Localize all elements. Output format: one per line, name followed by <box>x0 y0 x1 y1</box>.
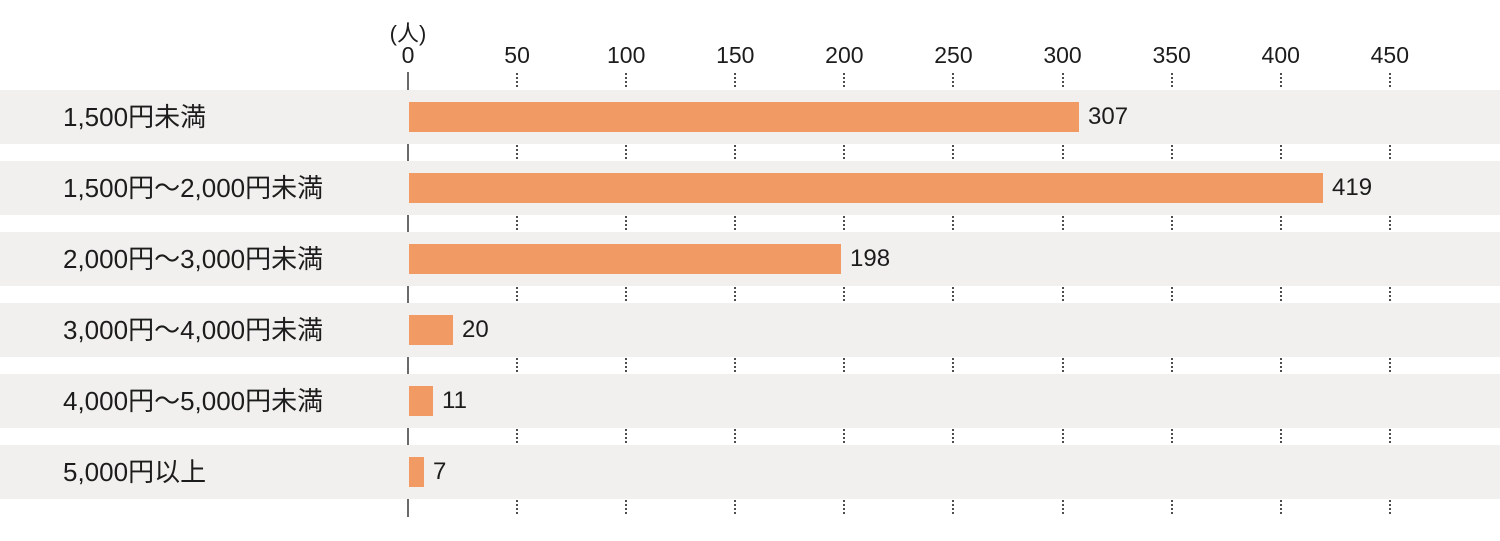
dotted-gridline-tick <box>516 216 519 231</box>
y-axis-line <box>407 72 409 517</box>
dotted-gridline-tick <box>1279 287 1282 302</box>
x-axis-tick-label: 100 <box>606 42 646 68</box>
x-axis-tick-label: 250 <box>934 42 973 68</box>
bar <box>409 315 453 345</box>
dotted-gridline-tick <box>1279 358 1282 373</box>
category-label: 4,000円〜5,000円未満 <box>63 386 324 416</box>
dotted-gridline-tick <box>843 500 846 515</box>
bar-value-label: 7 <box>433 458 447 485</box>
category-label: 3,000円〜4,000円未満 <box>63 315 324 345</box>
dotted-gridline-tick <box>1388 287 1391 302</box>
dotted-gridline-tick <box>516 73 519 88</box>
dotted-gridline-tick <box>952 145 955 160</box>
dotted-gridline-tick <box>1061 287 1064 302</box>
dotted-gridline-tick <box>1061 500 1064 515</box>
dotted-gridline-tick <box>1061 145 1064 160</box>
dotted-gridline-tick <box>516 500 519 515</box>
dotted-gridline-tick <box>516 145 519 160</box>
dotted-gridline-tick <box>1170 216 1173 231</box>
dotted-gridline-tick <box>516 429 519 444</box>
dotted-gridline-tick <box>1279 73 1282 88</box>
dotted-gridline-tick <box>1279 429 1282 444</box>
category-label: 1,500円未満 <box>63 102 207 132</box>
dotted-gridline-tick <box>516 358 519 373</box>
x-axis-tick-label: 200 <box>825 42 864 68</box>
row-stripe: 4,000円〜5,000円未満 <box>0 374 1500 428</box>
dotted-gridline-tick <box>843 145 846 160</box>
dotted-gridline-tick <box>625 358 628 373</box>
dotted-gridline-tick <box>625 500 628 515</box>
dotted-gridline-tick <box>843 216 846 231</box>
x-axis-tick-label: 300 <box>1043 42 1082 68</box>
dotted-gridline-tick <box>1388 145 1391 160</box>
x-axis-tick-label: 400 <box>1261 42 1300 68</box>
dotted-gridline-tick <box>625 287 628 302</box>
category-label: 2,000円〜3,000円未満 <box>63 244 324 274</box>
dotted-gridline-tick <box>1388 358 1391 373</box>
category-label: 5,000円以上 <box>63 457 207 487</box>
dotted-gridline-tick <box>734 73 737 88</box>
dotted-gridline-tick <box>1279 500 1282 515</box>
dotted-gridline-tick <box>625 216 628 231</box>
dotted-gridline-tick <box>516 287 519 302</box>
dotted-gridline-tick <box>1061 358 1064 373</box>
dotted-gridline-tick <box>734 429 737 444</box>
dotted-gridline-tick <box>952 73 955 88</box>
dotted-gridline-tick <box>734 500 737 515</box>
dotted-gridline-tick <box>1388 500 1391 515</box>
dotted-gridline-tick <box>1170 145 1173 160</box>
dotted-gridline-tick <box>1170 429 1173 444</box>
bar-value-label: 307 <box>1088 103 1129 130</box>
dotted-gridline-tick <box>1061 73 1064 88</box>
dotted-gridline-tick <box>625 73 628 88</box>
bar-value-label: 419 <box>1332 174 1373 201</box>
bar <box>409 386 433 416</box>
dotted-gridline-tick <box>1279 216 1282 231</box>
dotted-gridline-tick <box>734 287 737 302</box>
dotted-gridline-tick <box>1279 145 1282 160</box>
dotted-gridline-tick <box>1388 73 1391 88</box>
row-stripe: 5,000円以上 <box>0 445 1500 499</box>
dotted-gridline-tick <box>734 358 737 373</box>
dotted-gridline-tick <box>843 429 846 444</box>
dotted-gridline-tick <box>1388 429 1391 444</box>
bar <box>409 457 424 487</box>
dotted-gridline-tick <box>1388 216 1391 231</box>
x-axis-tick-label: 0 <box>401 42 415 68</box>
axis-unit-label: (人) <box>389 21 427 46</box>
dotted-gridline-tick <box>625 429 628 444</box>
dotted-gridline-tick <box>952 216 955 231</box>
dotted-gridline-tick <box>952 358 955 373</box>
dotted-gridline-tick <box>843 287 846 302</box>
dotted-gridline-tick <box>1170 500 1173 515</box>
x-axis-tick-label: 450 <box>1370 42 1409 68</box>
x-axis-tick-label: 50 <box>504 42 530 68</box>
bar <box>409 173 1323 203</box>
x-axis-tick-label: 350 <box>1152 42 1191 68</box>
bar-value-label: 198 <box>850 245 891 272</box>
bar <box>409 102 1079 132</box>
dotted-gridline-tick <box>952 500 955 515</box>
bar <box>409 244 841 274</box>
category-label: 1,500円〜2,000円未満 <box>63 173 324 203</box>
dotted-gridline-tick <box>843 73 846 88</box>
row-stripe: 3,000円〜4,000円未満 <box>0 303 1500 357</box>
dotted-gridline-tick <box>734 216 737 231</box>
dotted-gridline-tick <box>952 429 955 444</box>
bar-value-label: 11 <box>442 387 467 414</box>
dotted-gridline-tick <box>1170 73 1173 88</box>
dotted-gridline-tick <box>1170 287 1173 302</box>
dotted-gridline-tick <box>952 287 955 302</box>
dotted-gridline-tick <box>1170 358 1173 373</box>
dotted-gridline-tick <box>625 145 628 160</box>
bar-value-label: 20 <box>462 316 489 343</box>
dotted-gridline-tick <box>843 358 846 373</box>
dotted-gridline-tick <box>1061 216 1064 231</box>
dotted-gridline-tick <box>734 145 737 160</box>
dotted-gridline-tick <box>1061 429 1064 444</box>
x-axis-tick-label: 150 <box>716 42 755 68</box>
